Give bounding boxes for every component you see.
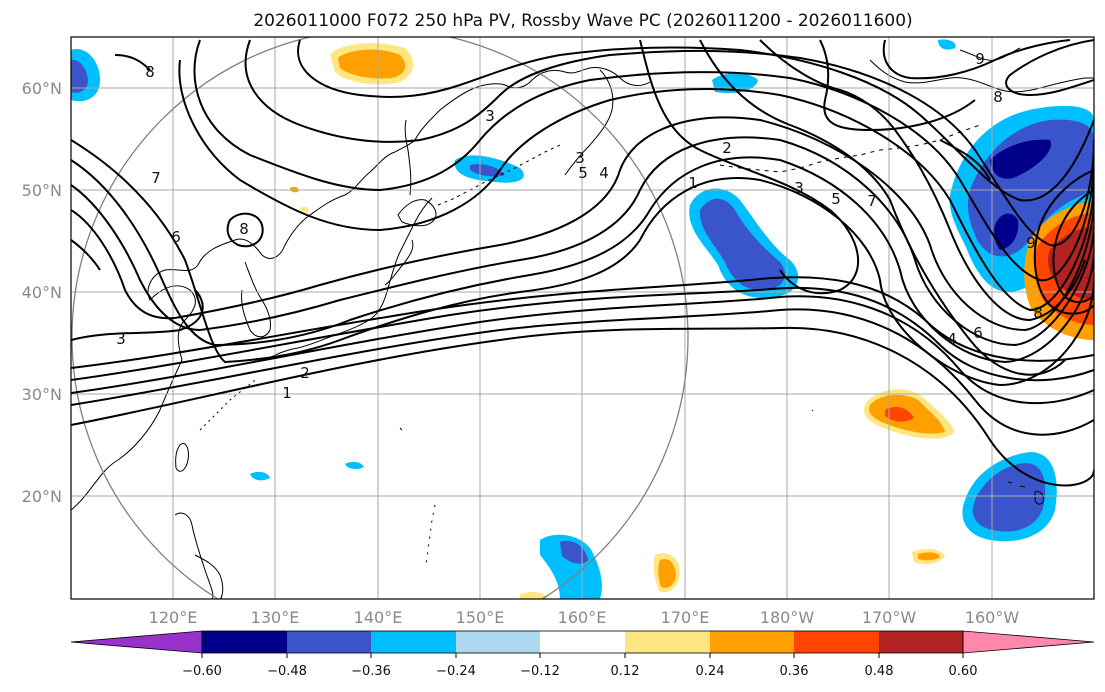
- lat-label: 40°N: [22, 283, 62, 302]
- contour-label: 5: [831, 190, 841, 208]
- contour-label: 9: [975, 50, 985, 68]
- colorbar-tick-label: 0.24: [696, 664, 725, 679]
- colorbar-tick-label: −0.48: [267, 664, 307, 679]
- contour-label: 6: [171, 228, 181, 246]
- colorbar-segment: [371, 631, 456, 653]
- contour-label: 8: [1033, 304, 1043, 322]
- colorbar-tick-label: 0.12: [611, 664, 640, 679]
- colorbar-ticks: [201, 653, 964, 658]
- colorbar-tick-label: 0.60: [949, 664, 978, 679]
- lat-label: 60°N: [22, 79, 62, 98]
- lon-label: 170°W: [862, 608, 917, 627]
- colorbar-segment: [456, 631, 540, 653]
- lon-label: 150°E: [456, 608, 505, 627]
- colorbar-segment: [202, 631, 287, 653]
- colorbar-segment: [794, 631, 879, 653]
- map-border: [70, 36, 1095, 600]
- contour-label: 8: [239, 220, 249, 238]
- lon-label: 180°W: [760, 608, 815, 627]
- lon-label: 140°E: [354, 608, 403, 627]
- figure-title: 2026011000 F072 250 hPa PV, Rossby Wave …: [253, 11, 912, 31]
- contour-label: 3: [116, 330, 126, 348]
- negative-anomaly-marshall: [540, 534, 602, 599]
- colorbar-tick-label: −0.36: [351, 664, 391, 679]
- contour-label: 3: [575, 149, 585, 167]
- lon-label: 160°W: [965, 608, 1020, 627]
- lon-label: 130°E: [251, 608, 300, 627]
- colorbar-extend-low: [70, 630, 203, 654]
- lon-label: 120°E: [149, 608, 198, 627]
- pv-contours: [71, 39, 1094, 487]
- contour-label: 1: [688, 174, 698, 192]
- latitude-labels: 60°N 50°N 40°N 30°N 20°N: [22, 79, 62, 506]
- contour-label: 6: [973, 324, 983, 342]
- contour-label: 2: [722, 139, 732, 157]
- graticule: [71, 37, 1094, 599]
- lat-label: 30°N: [22, 385, 62, 404]
- longitude-labels: 120°E 130°E 140°E 150°E 160°E 170°E 180°…: [149, 608, 1020, 627]
- colorbar-segment: [625, 631, 710, 653]
- colorbar-tick-label: 0.36: [780, 664, 809, 679]
- colorbar-extend-high: [962, 630, 1095, 654]
- colorbar-tick-label: 0.48: [865, 664, 894, 679]
- lat-label: 50°N: [22, 181, 62, 200]
- contour-label: 3: [485, 107, 495, 125]
- contour-label: 4: [947, 330, 957, 348]
- contour-label: 2: [300, 364, 310, 382]
- contour-label: 7: [151, 169, 161, 187]
- reference-circle: [71, 37, 689, 599]
- contour-label: 9: [1026, 234, 1036, 252]
- colorbar-segment: [879, 631, 963, 653]
- colorbar-tick-label: −0.24: [436, 664, 476, 679]
- colorbar-segment: [710, 631, 794, 653]
- colorbar-tick-label: −0.60: [182, 664, 222, 679]
- lon-label: 160°E: [558, 608, 607, 627]
- lon-label: 170°E: [661, 608, 710, 627]
- contour-label: 7: [867, 192, 877, 210]
- contour-label: 4: [599, 164, 609, 182]
- lat-label: 20°N: [22, 487, 62, 506]
- colorbar-segment: [287, 631, 371, 653]
- contour-label: 8: [145, 63, 155, 81]
- contour-label: 5: [578, 164, 588, 182]
- contour-labels: 8 7 6 8 3 3 2 1 3 5 4 2 1 3 5 7 9 8 9 8 …: [116, 50, 1043, 402]
- colorbar: −0.60 −0.48 −0.36 −0.24 −0.12 0.12 0.24 …: [70, 630, 1095, 679]
- colorbar-segment: [540, 631, 625, 653]
- contour-label: 3: [794, 179, 804, 197]
- contour-label: 8: [993, 88, 1003, 106]
- contour-label: 1: [282, 384, 292, 402]
- colorbar-tick-label: −0.12: [520, 664, 560, 679]
